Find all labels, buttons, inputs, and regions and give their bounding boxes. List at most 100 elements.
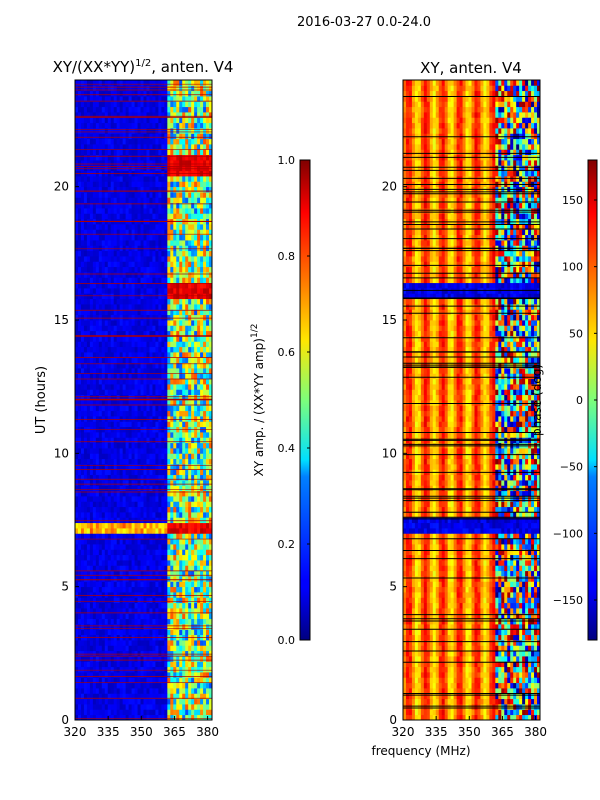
heatmap-cell (140, 597, 144, 604)
heatmap-cell (182, 565, 186, 572)
heatmap-cell (125, 618, 130, 625)
heatmap-cell (98, 442, 103, 449)
heatmap-cell (167, 496, 171, 502)
heatmap-cell (188, 384, 192, 390)
heatmap-cell (197, 272, 201, 278)
heatmap-cell (107, 560, 112, 566)
heatmap-cell (116, 362, 121, 369)
heatmap-cell (122, 384, 127, 390)
heatmap-cell (80, 522, 85, 529)
heatmap-cell (164, 512, 168, 518)
heatmap-cell (137, 288, 141, 294)
heatmap-cell (170, 250, 174, 257)
heatmap-cell (206, 229, 210, 236)
heatmap-cell (155, 581, 159, 588)
heatmap-cell (167, 442, 171, 449)
heatmap-cell (194, 629, 198, 636)
heatmap-cell (116, 384, 121, 390)
heatmap-cell (122, 410, 127, 417)
heatmap-cell (167, 538, 171, 545)
heatmap-cell (119, 581, 124, 588)
heatmap-cell (164, 378, 168, 385)
heatmap-cell (155, 293, 159, 300)
heatmap-cell (110, 570, 115, 577)
heatmap-cell (200, 576, 204, 582)
heatmap-cell (75, 517, 79, 524)
heatmap-cell (203, 266, 207, 273)
heatmap-cell (161, 485, 165, 492)
heatmap-cell (185, 485, 189, 492)
heatmap-cell (194, 202, 198, 209)
heatmap-cell (75, 698, 79, 705)
heatmap-cell (125, 240, 130, 246)
heatmap-cell (125, 202, 130, 209)
heatmap-cell (179, 234, 183, 241)
heatmap-cell (104, 293, 109, 300)
heatmap-cell (83, 272, 88, 278)
heatmap-cell (101, 709, 106, 716)
heatmap-cell (161, 693, 165, 700)
heatmap-cell (119, 453, 124, 460)
heatmap-cell (125, 165, 130, 172)
heatmap-cell (77, 357, 82, 364)
heatmap-cell (140, 490, 144, 497)
heatmap-cell (116, 256, 121, 262)
heatmap-cell (125, 400, 130, 406)
heatmap-cell (83, 149, 88, 156)
heatmap-cell (134, 597, 138, 604)
heatmap-cell (113, 613, 118, 620)
heatmap-cell (134, 704, 138, 710)
heatmap-cell (146, 453, 150, 460)
heatmap-cell (179, 202, 183, 209)
heatmap-cell (152, 528, 156, 534)
heatmap-cell (101, 437, 106, 444)
heatmap-cell (86, 384, 91, 390)
heatmap-cell (77, 213, 82, 220)
heatmap-cell (95, 586, 100, 593)
heatmap-cell (170, 554, 174, 561)
heatmap-cell (167, 517, 171, 524)
heatmap-cell (113, 432, 118, 438)
heatmap-cell (128, 298, 132, 305)
heatmap-cell (140, 693, 144, 700)
heatmap-cell (125, 576, 130, 582)
heatmap-cell (134, 384, 138, 390)
heatmap-cell (158, 277, 162, 284)
heatmap-cell (113, 341, 118, 348)
heatmap-cell (161, 352, 165, 358)
heatmap-cell (155, 400, 159, 406)
heatmap-cell (113, 208, 118, 214)
heatmap-cell (164, 672, 168, 678)
heatmap-cell (191, 320, 195, 326)
heatmap-cell (209, 240, 213, 246)
heatmap-cell (197, 464, 201, 470)
heatmap-cell (209, 256, 213, 262)
heatmap-cell (155, 554, 159, 561)
heatmap-cell (209, 661, 213, 668)
heatmap-cell (116, 474, 121, 481)
heatmap-cell (134, 544, 138, 550)
heatmap-cell (203, 368, 207, 374)
heatmap-cell (203, 565, 207, 572)
heatmap-cell (92, 645, 97, 652)
heatmap-cell (107, 165, 112, 172)
heatmap-cell (188, 613, 192, 620)
heatmap-cell (188, 405, 192, 412)
heatmap-cell (122, 592, 127, 598)
heatmap-cell (107, 405, 112, 412)
heatmap-cell (122, 229, 127, 236)
heatmap-cell (152, 512, 156, 518)
heatmap-cell (191, 277, 195, 284)
heatmap-cell (116, 320, 121, 326)
heatmap-cell (113, 522, 118, 529)
heatmap-cell (170, 277, 174, 284)
heatmap-cell (182, 416, 186, 422)
heatmap-cell (137, 496, 141, 502)
heatmap-cell (170, 272, 174, 278)
heatmap-cell (143, 213, 147, 220)
heatmap-cell (89, 570, 94, 577)
heatmap-cell (170, 464, 174, 470)
heatmap-cell (191, 442, 195, 449)
heatmap-cell (101, 378, 106, 385)
heatmap-cell (194, 688, 198, 694)
